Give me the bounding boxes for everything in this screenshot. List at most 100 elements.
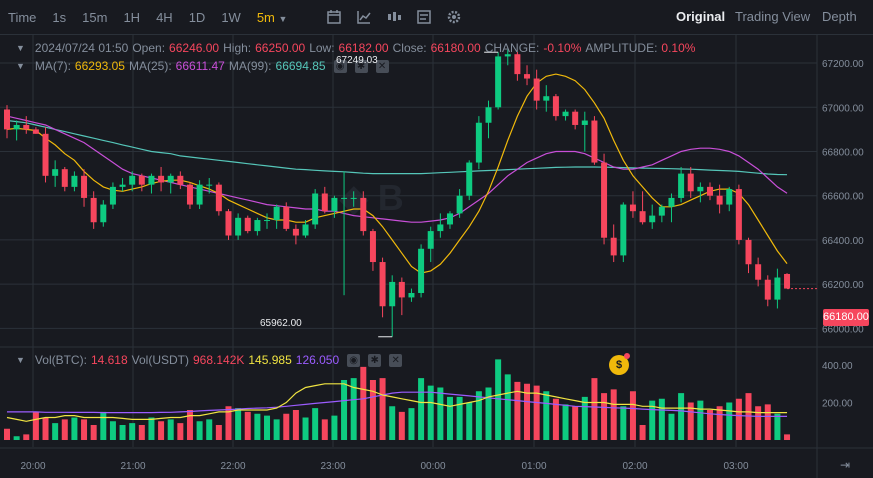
volume-bar (13, 436, 20, 440)
candle-body (697, 186, 704, 192)
volume-bar (687, 402, 694, 440)
gear-icon[interactable]: ✱ (368, 353, 382, 367)
volume-bar (100, 411, 107, 440)
gear-icon[interactable]: ✱ (354, 59, 368, 73)
interval-4h-button[interactable]: 4H (156, 9, 173, 25)
volume-bar (543, 391, 550, 440)
legend-amplitude-value: 0.10% (661, 41, 696, 55)
candle-body (678, 173, 685, 198)
collapse-caret-icon[interactable]: ▼ (16, 355, 25, 365)
last-price-tag: 66180.00 (823, 309, 869, 326)
volume-bar (437, 387, 444, 440)
volume-bar (360, 366, 367, 440)
collapse-caret-icon[interactable]: ▼ (16, 43, 25, 53)
interval-5m-label: 5m (256, 9, 275, 25)
volume-bar (244, 411, 251, 440)
watermark-logo: ◆ B (339, 177, 404, 218)
notification-dot (624, 353, 630, 359)
time-tick-label: 21:00 (120, 461, 145, 472)
candle-body (225, 211, 232, 236)
collapse-caret-icon[interactable]: ▼ (16, 61, 25, 71)
candle-body (341, 197, 348, 199)
volume-bar (668, 413, 675, 440)
volume-bar (129, 423, 136, 440)
time-interval-button[interactable]: Time (8, 9, 37, 25)
close-icon[interactable]: ✕ (389, 353, 403, 367)
price-tick-label: 66200.00 (822, 280, 864, 291)
chart-toolbar: Time 1s 15m 1H 4H 1D 1W 5m ▼ Original Tr… (0, 0, 873, 35)
candle-body (774, 277, 781, 300)
coin-icon[interactable]: $ (609, 355, 629, 375)
chart-settings-icon[interactable] (417, 10, 432, 24)
indicators-icon[interactable] (357, 10, 372, 24)
volume-bar (90, 425, 97, 440)
volume-bar (264, 415, 271, 440)
legend-open-label: Open: (132, 41, 166, 55)
candle-body (273, 206, 280, 221)
interval-1d-button[interactable]: 1D (188, 9, 206, 25)
interval-1s-button[interactable]: 1s (52, 9, 67, 25)
vol-btc-label: Vol(BTC): (34, 353, 87, 367)
candle-body (196, 184, 203, 205)
interval-1h-button[interactable]: 1H (123, 9, 141, 25)
scroll-to-latest-icon[interactable]: ⇥ (840, 458, 850, 472)
volume-bar (341, 380, 348, 440)
view-depth-tab[interactable]: Depth (822, 9, 857, 24)
eye-icon[interactable]: ◉ (333, 59, 347, 73)
candle-body (620, 204, 627, 256)
candle-body (543, 96, 550, 101)
volume-bar (610, 389, 617, 440)
volume-bar (119, 425, 126, 440)
volume-bar (283, 413, 290, 440)
ma7-line (6, 73, 788, 274)
eye-icon[interactable]: ◉ (347, 353, 361, 367)
candle-body (495, 56, 502, 108)
volume-bar (158, 421, 165, 440)
candlestick-chart[interactable]: 66000.00 66200.00 66400.00 66600.00 66800.00… (0, 35, 873, 478)
candle-body (264, 220, 271, 222)
candle-type-icon[interactable] (387, 10, 402, 24)
candle-body (629, 204, 636, 212)
volume-bar (4, 428, 10, 440)
candle-body (755, 264, 762, 280)
volume-bar (254, 413, 261, 440)
interval-dropdown[interactable]: 5m ▼ (249, 10, 296, 25)
volume-bar (591, 378, 598, 440)
view-tradingview-tab[interactable]: Trading View (735, 9, 811, 24)
chart-area[interactable]: 66000.00 66200.00 66400.00 66600.00 66800.00… (0, 35, 873, 478)
candle-body (331, 197, 338, 212)
volume-bar (71, 417, 78, 440)
interval-1w-button[interactable]: 1W (221, 9, 241, 25)
candle-body (138, 175, 145, 185)
vol-usdt-value: 968.142K (192, 353, 245, 367)
view-original-tab[interactable]: Original (676, 9, 726, 24)
volume-bar (620, 406, 627, 440)
candle-body (254, 220, 261, 232)
close-icon[interactable]: ✕ (375, 59, 389, 73)
interval-15m-button[interactable]: 15m (82, 9, 108, 25)
legend-change-value: -0.10% (543, 41, 582, 55)
calendar-icon[interactable] (327, 10, 342, 24)
ma99-line (6, 119, 788, 176)
volume-bar (466, 402, 473, 440)
candle-body (389, 281, 396, 307)
gear-icon[interactable] (447, 10, 461, 24)
volume-bar (52, 423, 59, 440)
volume-legend: ▼ Vol(BTC): 14.618 Vol(USDT) 968.142K 145.… (16, 353, 403, 367)
legend-high-label: High: (223, 41, 252, 55)
legend-open-value: 66246.00 (169, 41, 220, 55)
candle-body (764, 279, 771, 300)
candle-body (562, 111, 569, 117)
volume-bar (552, 398, 559, 440)
candle-body (235, 217, 242, 236)
price-tick-label: 67200.00 (822, 59, 864, 70)
price-tick-label: 66600.00 (822, 192, 864, 203)
ma-legend: ▼ MA(7): 66293.05 MA(25): 66611.47 MA(99):… (16, 59, 389, 73)
volume-bar (495, 359, 502, 440)
volume-bar (23, 434, 30, 440)
volume-bar (215, 425, 222, 440)
legend-datetime: 2024/07/24 01:50 (34, 41, 129, 55)
candle-body (533, 78, 540, 101)
time-tick-label: 01:00 (521, 461, 546, 472)
volume-bar (42, 417, 49, 440)
